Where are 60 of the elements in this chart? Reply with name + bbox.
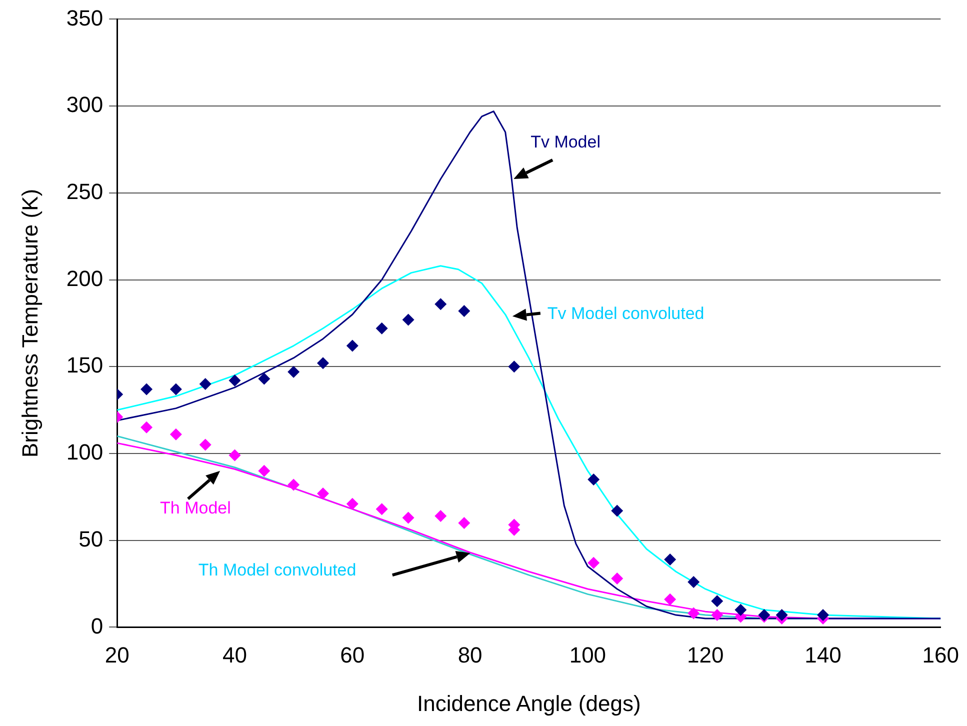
x-axis-title: Incidence Angle (degs) — [416, 690, 641, 716]
point — [776, 609, 788, 622]
point — [316, 487, 329, 500]
point — [611, 504, 624, 517]
y-tick-label: 250 — [66, 178, 104, 204]
point — [258, 372, 270, 385]
point — [140, 421, 153, 434]
point — [688, 607, 700, 620]
annotation: Th Model — [160, 498, 231, 518]
point — [170, 383, 182, 396]
y-tick-label: 150 — [66, 352, 104, 378]
point — [228, 374, 241, 387]
y-tick-label: 350 — [66, 5, 104, 30]
point — [402, 512, 414, 524]
x-tick-label: 120 — [686, 642, 724, 668]
y-tick-label: 300 — [66, 92, 104, 118]
point — [588, 474, 600, 486]
point — [199, 438, 212, 451]
point — [288, 478, 300, 491]
x-tick-label: 140 — [804, 642, 842, 668]
annotation: Tv Model — [530, 132, 601, 152]
point — [140, 383, 153, 396]
point — [376, 503, 388, 516]
point — [402, 314, 414, 326]
point — [288, 366, 300, 378]
point — [734, 604, 747, 616]
x-tick-label: 20 — [104, 642, 130, 668]
point — [316, 357, 329, 370]
point — [664, 553, 676, 566]
point — [199, 378, 212, 390]
point — [588, 556, 600, 569]
point — [434, 510, 447, 522]
y-tick-label: 0 — [90, 613, 104, 638]
point — [664, 593, 676, 606]
point — [258, 464, 270, 477]
point — [228, 449, 241, 462]
x-tick-label: 160 — [922, 642, 960, 668]
point — [346, 498, 358, 510]
y-tick-label: 200 — [66, 266, 104, 291]
point — [434, 298, 447, 310]
x-tick-label: 100 — [569, 642, 606, 668]
x-tick-label: 80 — [458, 642, 482, 668]
annotation: Tv Model convoluted — [547, 304, 704, 323]
point — [711, 609, 724, 622]
point — [458, 305, 470, 318]
x-tick-label: 60 — [340, 642, 365, 668]
point — [170, 428, 182, 440]
y-axis-title: Brightness Temperature (K) — [17, 188, 42, 458]
point — [376, 322, 388, 334]
x-tick-label: 40 — [222, 642, 247, 668]
point — [611, 572, 624, 585]
point — [508, 360, 520, 373]
annotation: Th Model convoluted — [198, 560, 356, 580]
y-tick-label: 50 — [78, 526, 104, 552]
point — [817, 609, 829, 622]
point — [458, 516, 470, 529]
point — [688, 576, 700, 588]
y-tick-label: 100 — [66, 440, 104, 465]
point — [346, 340, 358, 352]
point — [711, 595, 724, 608]
